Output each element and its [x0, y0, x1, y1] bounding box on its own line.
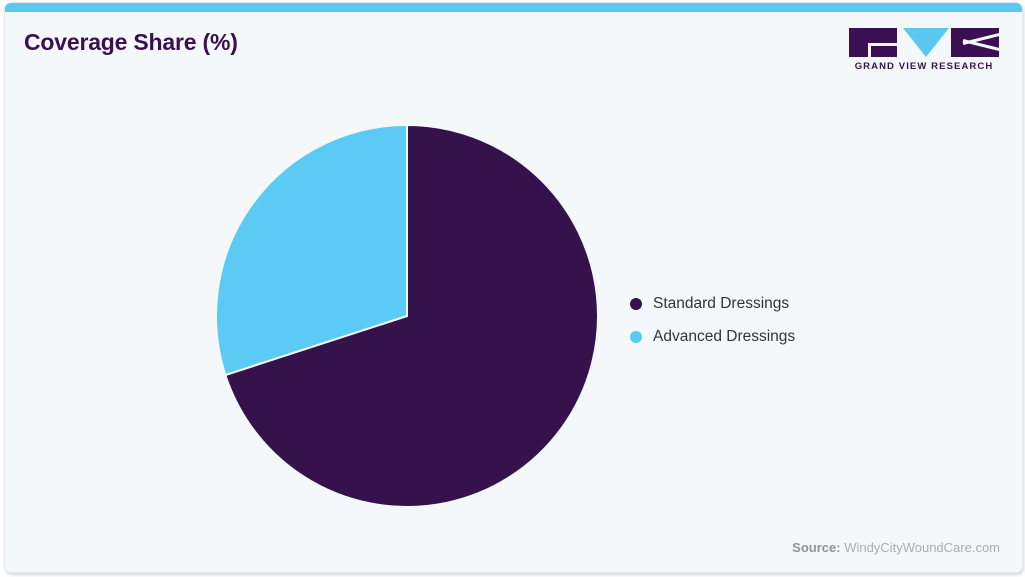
pie-slice[interactable]: [224, 123, 600, 508]
legend-swatch-icon: [630, 297, 642, 310]
pie-slice-group: [215, 123, 600, 508]
source-value: WindyCityWoundCare.com: [844, 540, 1000, 555]
chart-legend: Standard Dressings Advanced Dressings: [630, 287, 795, 353]
logo-r-icon: [951, 28, 999, 57]
pie-slice[interactable]: [215, 123, 408, 377]
chart-card: Coverage Share (%) GRAND VIEW RESEARCH S…: [4, 2, 1023, 573]
legend-item-label: Advanced Dressings: [653, 327, 796, 345]
source-label: Source:: [792, 540, 841, 555]
logo-v-triangle-icon: [903, 28, 949, 57]
pie-chart: [5, 3, 1022, 572]
logo-g-icon: [849, 28, 901, 57]
source-attribution: Source: WindyCityWoundCare.com: [792, 540, 1000, 555]
legend-item-standard-dressings[interactable]: Standard Dressings: [630, 287, 795, 320]
grand-view-research-logo: GRAND VIEW RESEARCH: [849, 28, 999, 76]
accent-top-bar: [5, 3, 1022, 12]
logo-brand-text: GRAND VIEW RESEARCH: [854, 61, 994, 72]
legend-item-label: Standard Dressings: [653, 294, 790, 312]
legend-item-advanced-dressings[interactable]: Advanced Dressings: [630, 320, 795, 353]
page-title: Coverage Share (%): [24, 29, 238, 55]
pie-chart-svg: [215, 123, 600, 508]
legend-swatch-icon: [630, 330, 642, 343]
logo-marks: [849, 28, 999, 57]
